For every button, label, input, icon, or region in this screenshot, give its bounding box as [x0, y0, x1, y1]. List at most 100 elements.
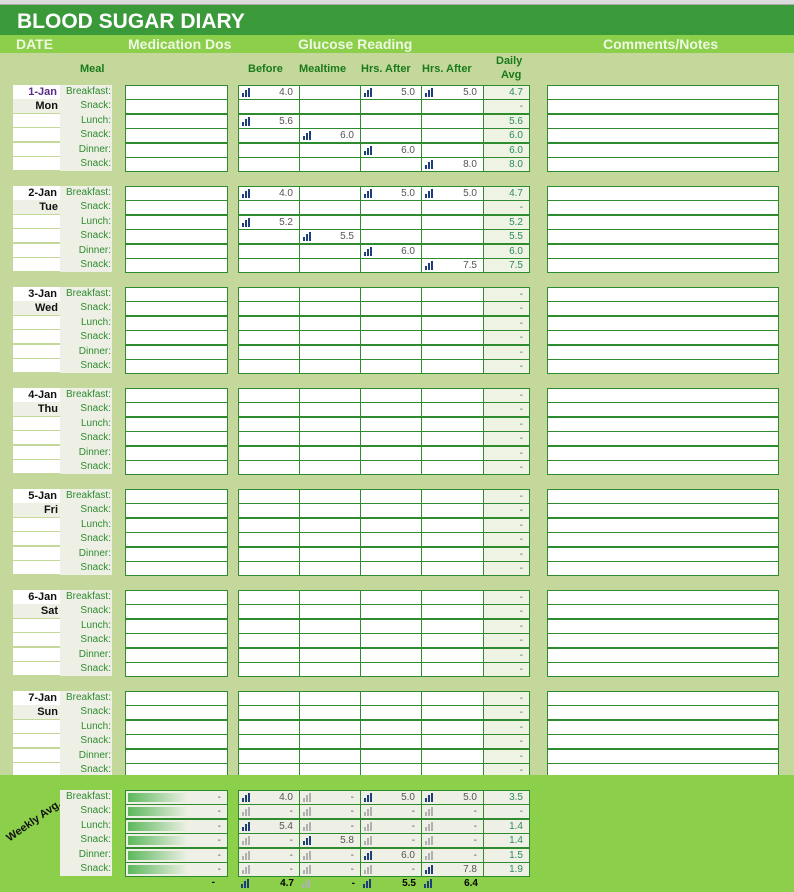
glucose-input[interactable]: [299, 243, 361, 259]
comments-input[interactable]: [547, 402, 779, 418]
glucose-input[interactable]: [421, 359, 484, 374]
medication-input[interactable]: [125, 546, 228, 562]
glucose-input[interactable]: [360, 532, 422, 548]
glucose-input[interactable]: [238, 99, 300, 115]
medication-input[interactable]: [125, 301, 228, 317]
glucose-input[interactable]: [360, 229, 422, 245]
comments-input[interactable]: [547, 142, 779, 158]
medication-input[interactable]: [125, 85, 228, 100]
medication-input[interactable]: [125, 647, 228, 663]
glucose-input[interactable]: [238, 315, 300, 331]
glucose-input[interactable]: 8.0: [421, 157, 484, 172]
glucose-input[interactable]: [421, 748, 484, 764]
medication-input[interactable]: [125, 330, 228, 346]
medication-input[interactable]: [125, 214, 228, 230]
comments-input[interactable]: [547, 128, 779, 144]
glucose-input[interactable]: [299, 561, 361, 576]
glucose-input[interactable]: [238, 517, 300, 533]
comments-input[interactable]: [547, 647, 779, 663]
glucose-input[interactable]: [299, 344, 361, 360]
comments-input[interactable]: [547, 186, 779, 201]
glucose-input[interactable]: [238, 460, 300, 475]
glucose-input[interactable]: [421, 142, 484, 158]
medication-input[interactable]: [125, 287, 228, 302]
medication-input[interactable]: [125, 734, 228, 750]
glucose-input[interactable]: [238, 561, 300, 576]
glucose-input[interactable]: [299, 416, 361, 432]
glucose-input[interactable]: [238, 431, 300, 447]
glucose-input[interactable]: [360, 517, 422, 533]
comments-input[interactable]: [547, 662, 779, 677]
glucose-input[interactable]: [299, 214, 361, 230]
comments-input[interactable]: [547, 344, 779, 360]
glucose-input[interactable]: [360, 402, 422, 418]
comments-input[interactable]: [547, 416, 779, 432]
glucose-input[interactable]: [360, 157, 422, 172]
glucose-input[interactable]: [421, 99, 484, 115]
comments-input[interactable]: [547, 330, 779, 346]
glucose-input[interactable]: [299, 662, 361, 677]
glucose-input[interactable]: [360, 546, 422, 562]
glucose-input[interactable]: [421, 315, 484, 331]
comments-input[interactable]: [547, 445, 779, 461]
medication-input[interactable]: [125, 243, 228, 259]
glucose-input[interactable]: [299, 618, 361, 634]
glucose-input[interactable]: [360, 301, 422, 317]
glucose-input[interactable]: [238, 489, 300, 504]
medication-input[interactable]: [125, 157, 228, 172]
glucose-input[interactable]: [299, 142, 361, 158]
comments-input[interactable]: [547, 460, 779, 475]
glucose-input[interactable]: [299, 301, 361, 317]
glucose-input[interactable]: [421, 633, 484, 649]
medication-input[interactable]: [125, 388, 228, 403]
medication-input[interactable]: [125, 258, 228, 273]
glucose-input[interactable]: [299, 532, 361, 548]
glucose-input[interactable]: [238, 402, 300, 418]
glucose-input[interactable]: [238, 287, 300, 302]
glucose-input[interactable]: [360, 431, 422, 447]
medication-input[interactable]: [125, 489, 228, 504]
medication-input[interactable]: [125, 359, 228, 374]
glucose-input[interactable]: [421, 705, 484, 721]
glucose-input[interactable]: [299, 113, 361, 129]
glucose-input[interactable]: [360, 734, 422, 750]
glucose-input[interactable]: [360, 604, 422, 620]
glucose-input[interactable]: [238, 532, 300, 548]
glucose-input[interactable]: 5.2: [238, 214, 300, 230]
glucose-input[interactable]: [238, 705, 300, 721]
glucose-input[interactable]: [360, 113, 422, 129]
glucose-input[interactable]: [238, 546, 300, 562]
medication-input[interactable]: [125, 315, 228, 331]
comments-input[interactable]: [547, 546, 779, 562]
glucose-input[interactable]: [238, 243, 300, 259]
glucose-input[interactable]: [299, 590, 361, 605]
medication-input[interactable]: [125, 691, 228, 706]
glucose-input[interactable]: [360, 315, 422, 331]
medication-input[interactable]: [125, 344, 228, 360]
glucose-input[interactable]: [299, 200, 361, 216]
glucose-input[interactable]: [299, 705, 361, 721]
glucose-input[interactable]: [238, 301, 300, 317]
medication-input[interactable]: [125, 200, 228, 216]
glucose-input[interactable]: [238, 691, 300, 706]
comments-input[interactable]: [547, 113, 779, 129]
glucose-input[interactable]: [421, 229, 484, 245]
comments-input[interactable]: [547, 705, 779, 721]
glucose-input[interactable]: 6.0: [360, 142, 422, 158]
glucose-input[interactable]: [238, 359, 300, 374]
glucose-input[interactable]: [360, 388, 422, 403]
comments-input[interactable]: [547, 590, 779, 605]
comments-input[interactable]: [547, 99, 779, 115]
medication-input[interactable]: [125, 532, 228, 548]
glucose-input[interactable]: 4.0: [238, 186, 300, 201]
glucose-input[interactable]: [238, 258, 300, 273]
glucose-input[interactable]: [360, 344, 422, 360]
comments-input[interactable]: [547, 532, 779, 548]
glucose-input[interactable]: [360, 618, 422, 634]
medication-input[interactable]: [125, 561, 228, 576]
glucose-input[interactable]: [238, 734, 300, 750]
glucose-input[interactable]: [421, 604, 484, 620]
glucose-input[interactable]: [299, 287, 361, 302]
glucose-input[interactable]: [421, 416, 484, 432]
comments-input[interactable]: [547, 157, 779, 172]
